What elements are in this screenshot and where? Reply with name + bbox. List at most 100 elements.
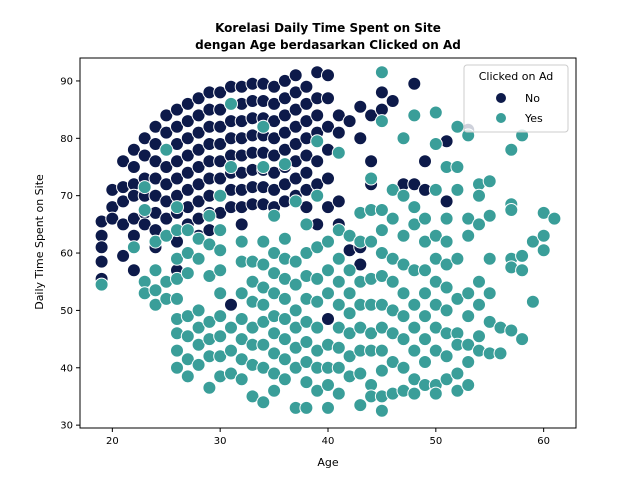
point-no-144 [299, 96, 314, 111]
point-yes-202 [407, 386, 422, 401]
point-no-125 [267, 182, 282, 197]
point-no-12 [116, 248, 131, 263]
point-yes-232 [450, 160, 465, 174]
point-yes-152 [353, 320, 368, 335]
point-yes-252 [472, 297, 486, 312]
x-tick-label-20: 20 [106, 436, 119, 447]
point-no-45 [170, 171, 184, 186]
point-yes-35 [191, 357, 206, 372]
point-yes-14 [170, 200, 184, 215]
point-yes-116 [310, 134, 325, 149]
point-yes-2 [137, 180, 152, 195]
point-yes-205 [418, 263, 432, 278]
point-no-14 [126, 160, 141, 174]
point-yes-213 [428, 182, 443, 197]
point-yes-31 [191, 251, 206, 266]
y-axis: 30 40 50 60 70 80 90 [60, 76, 80, 432]
point-no-136 [288, 85, 303, 100]
point-yes-99 [288, 194, 303, 209]
point-no-44 [170, 154, 184, 169]
point-yes-122 [310, 343, 325, 358]
point-yes-90 [277, 157, 292, 172]
point-yes-179 [385, 251, 400, 266]
point-no-129 [277, 108, 292, 123]
point-yes-189 [396, 286, 411, 301]
point-yes-46 [213, 263, 228, 278]
point-no-55 [180, 182, 195, 197]
point-yes-217 [428, 297, 443, 312]
point-yes-27 [180, 329, 195, 344]
point-no-102 [234, 217, 249, 232]
point-yes-61 [234, 332, 249, 347]
point-yes-121 [310, 320, 325, 335]
point-yes-52 [224, 96, 238, 111]
point-yes-83 [267, 266, 282, 281]
point-yes-55 [224, 343, 238, 358]
legend-entry-no: No [525, 92, 540, 105]
point-yes-212 [428, 137, 443, 151]
point-no-162 [321, 171, 335, 186]
point-yes-170 [374, 269, 389, 283]
point-yes-278 [547, 211, 562, 226]
point-yes-191 [396, 332, 411, 347]
point-yes-120 [310, 294, 325, 309]
point-yes-186 [396, 188, 411, 203]
point-no-64 [191, 177, 206, 192]
point-yes-196 [407, 217, 422, 232]
point-yes-38 [202, 269, 217, 283]
point-yes-24 [180, 246, 195, 260]
point-yes-227 [439, 303, 454, 318]
point-no-121 [267, 114, 282, 129]
point-yes-25 [180, 266, 195, 281]
point-no-178 [374, 85, 389, 100]
point-no-59 [191, 91, 206, 106]
point-no-13 [126, 142, 141, 157]
point-no-171 [353, 99, 368, 114]
point-yes-253 [472, 329, 486, 344]
point-no-80 [213, 137, 228, 151]
point-no-131 [277, 142, 292, 157]
point-no-174 [353, 257, 368, 272]
point-yes-8 [148, 283, 163, 298]
point-yes-244 [461, 309, 476, 324]
point-yes-154 [353, 366, 368, 381]
point-yes-76 [256, 297, 271, 312]
point-no-34 [159, 108, 174, 123]
point-yes-17 [170, 271, 184, 286]
point-yes-262 [493, 346, 508, 361]
point-yes-28 [180, 352, 195, 367]
point-yes-187 [396, 228, 411, 243]
point-no-21 [137, 148, 152, 163]
point-yes-243 [461, 286, 476, 301]
point-no-145 [299, 114, 314, 129]
point-yes-201 [407, 372, 422, 387]
point-yes-231 [450, 119, 465, 134]
series-yes [94, 65, 562, 418]
point-yes-143 [342, 286, 357, 301]
point-yes-72 [256, 160, 271, 174]
point-no-25 [137, 217, 152, 232]
point-yes-115 [299, 400, 314, 415]
point-yes-234 [450, 251, 465, 266]
point-no-133 [277, 177, 292, 192]
point-no-120 [267, 96, 282, 111]
point-yes-63 [234, 372, 249, 387]
point-yes-87 [267, 346, 282, 361]
point-no-52 [180, 131, 195, 146]
point-yes-125 [321, 234, 335, 249]
point-yes-251 [472, 274, 486, 289]
point-no-172 [353, 131, 368, 146]
point-yes-158 [364, 234, 379, 249]
point-yes-230 [439, 372, 454, 387]
point-yes-32 [191, 303, 206, 318]
point-no-53 [180, 148, 195, 163]
point-no-176 [364, 154, 379, 169]
legend-marker-yes [495, 112, 507, 124]
point-yes-223 [439, 211, 454, 226]
point-yes-47 [213, 286, 228, 301]
legend-title: Clicked on Ad [479, 70, 554, 83]
point-no-77 [213, 85, 228, 100]
point-no-30 [148, 188, 163, 203]
point-no-65 [191, 194, 206, 209]
